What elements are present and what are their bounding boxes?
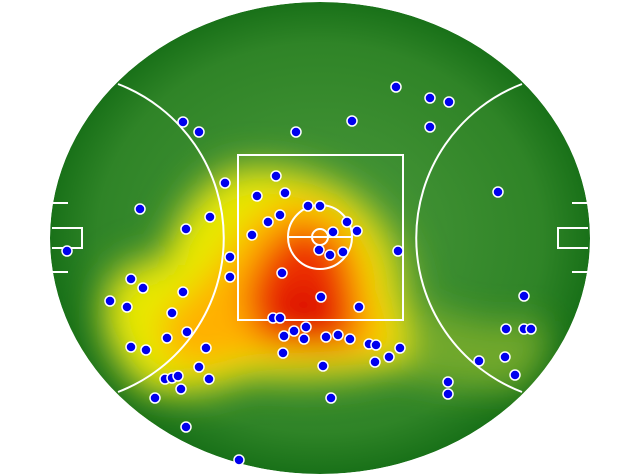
point (180, 421, 192, 433)
point (525, 323, 537, 335)
point (262, 216, 274, 228)
point (288, 325, 300, 337)
point (394, 342, 406, 354)
arc-left (117, 83, 225, 393)
point (518, 290, 530, 302)
point (344, 333, 356, 345)
point (351, 225, 363, 237)
point (353, 301, 365, 313)
point (492, 186, 504, 198)
point (180, 223, 192, 235)
point (337, 246, 349, 258)
point (392, 245, 404, 257)
point (161, 332, 173, 344)
point (61, 245, 73, 257)
point (424, 121, 436, 133)
point (193, 126, 205, 138)
point (370, 339, 382, 351)
point (383, 351, 395, 363)
point (203, 373, 215, 385)
point (313, 244, 325, 256)
goal-posts (52, 202, 588, 273)
point (219, 177, 231, 189)
point (442, 376, 454, 388)
point (327, 226, 339, 238)
point (224, 271, 236, 283)
point (193, 361, 205, 373)
point (424, 92, 436, 104)
point (500, 323, 512, 335)
point (177, 286, 189, 298)
point (166, 307, 178, 319)
point (332, 329, 344, 341)
point (137, 282, 149, 294)
point (320, 331, 332, 343)
point (325, 392, 337, 404)
point (246, 229, 258, 241)
point (270, 170, 282, 182)
point (274, 312, 286, 324)
point (473, 355, 485, 367)
point (314, 200, 326, 212)
point (181, 326, 193, 338)
point (278, 330, 290, 342)
point (175, 383, 187, 395)
point (442, 388, 454, 400)
point (251, 190, 263, 202)
point (499, 351, 511, 363)
point (204, 211, 216, 223)
centre-square (237, 154, 404, 321)
point (140, 344, 152, 356)
point (369, 356, 381, 368)
point (233, 454, 245, 466)
field-lines (52, 83, 588, 393)
point (224, 251, 236, 263)
point (302, 200, 314, 212)
point (298, 333, 310, 345)
point (443, 96, 455, 108)
point (279, 187, 291, 199)
point (324, 249, 336, 261)
point (276, 267, 288, 279)
point (121, 301, 133, 313)
point (104, 295, 116, 307)
point (346, 115, 358, 127)
point (125, 341, 137, 353)
point (317, 360, 329, 372)
arc-right (415, 83, 523, 393)
point (274, 209, 286, 221)
point (177, 116, 189, 128)
point (290, 126, 302, 138)
point (341, 216, 353, 228)
point (390, 81, 402, 93)
point (134, 203, 146, 215)
point (300, 321, 312, 333)
point (125, 273, 137, 285)
point (172, 370, 184, 382)
point (509, 369, 521, 381)
point (149, 392, 161, 404)
point (200, 342, 212, 354)
point (315, 291, 327, 303)
point (277, 347, 289, 359)
goal-square-right (557, 227, 588, 249)
